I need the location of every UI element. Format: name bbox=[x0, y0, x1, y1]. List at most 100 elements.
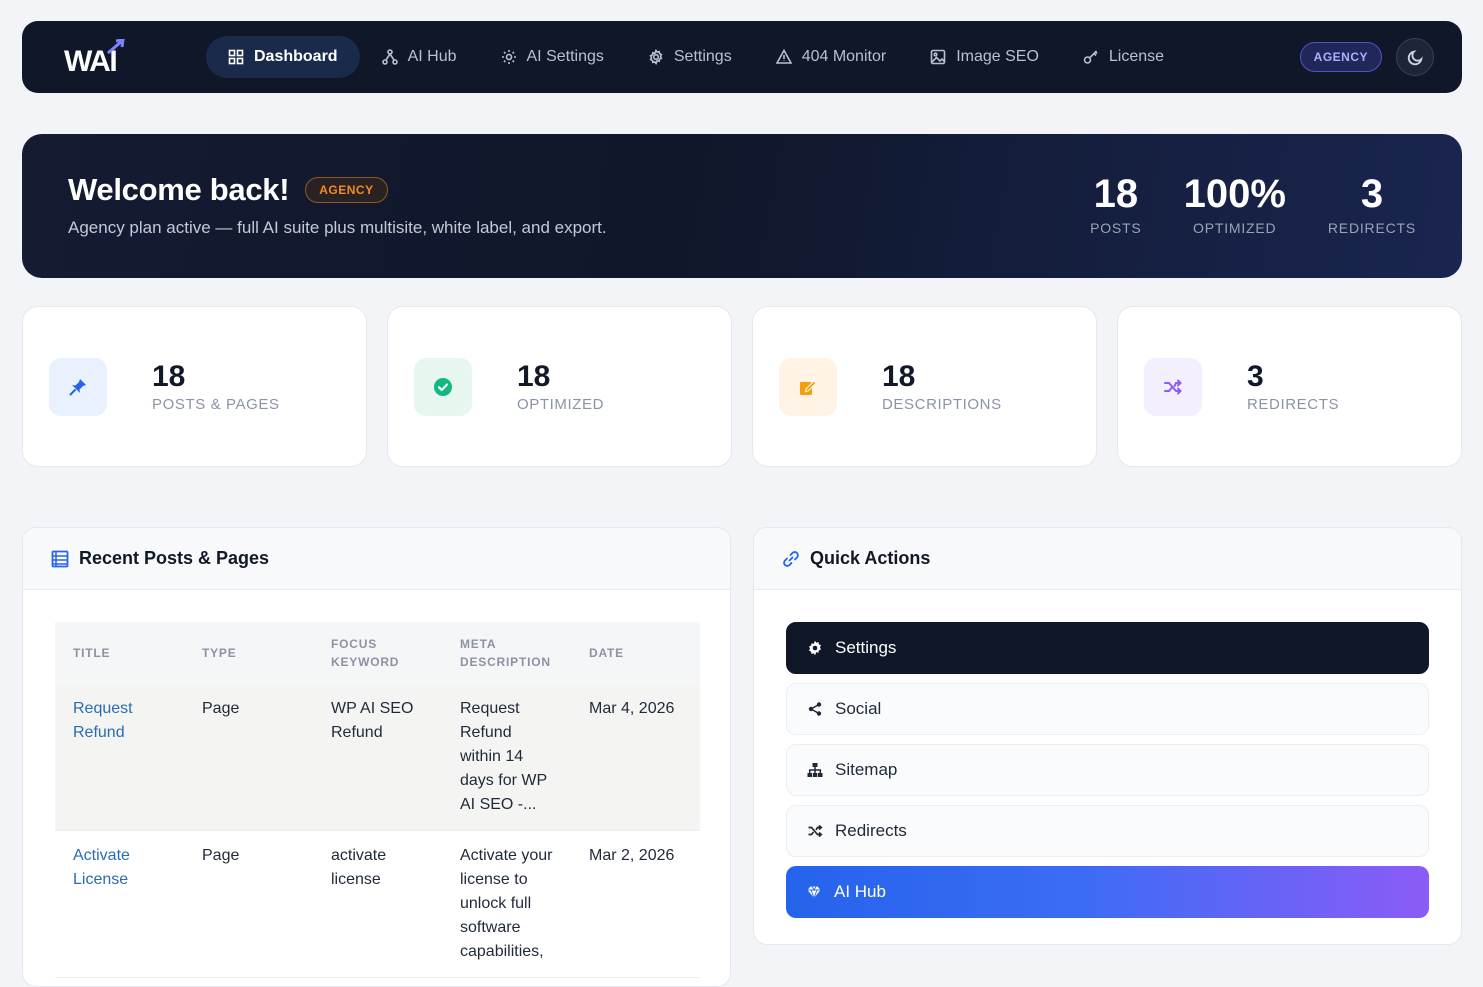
gear-icon bbox=[809, 640, 821, 656]
col-header-title[interactable]: TITLE bbox=[73, 646, 111, 660]
card-body: 18 DESCRIPTIONS bbox=[882, 360, 1002, 413]
nav-item-label: AI Hub bbox=[407, 48, 457, 65]
nav-item-label: Dashboard bbox=[254, 48, 338, 65]
sitemap-icon bbox=[807, 763, 823, 777]
card-body: 3 REDIRECTS bbox=[1247, 360, 1339, 413]
quick-actions-list: Settings Social Sitemap Redirects bbox=[754, 590, 1461, 918]
nav-item-dashboard[interactable]: Dashboard bbox=[206, 36, 360, 78]
nav-right: AGENCY bbox=[1299, 38, 1434, 76]
posts-table-wrap: TITLE TYPE FOCUS KEYWORD META DESCRIPTIO… bbox=[55, 622, 700, 978]
plan-badge: AGENCY bbox=[1299, 42, 1382, 72]
recent-posts-panel: Recent Posts & Pages TITLE TYPE FOCUS KE… bbox=[22, 527, 731, 987]
col-header-type[interactable]: TYPE bbox=[202, 646, 237, 660]
list-icon bbox=[51, 550, 69, 567]
table-row: Request Refund Page WP AI SEO Refund Req… bbox=[55, 684, 700, 831]
svg-text:WAI: WAI bbox=[64, 45, 116, 75]
panel-header: Recent Posts & Pages bbox=[23, 528, 730, 590]
stat-cards: 18 POSTS & PAGES 18 OPTIMIZED 18 DESCRIP… bbox=[22, 306, 1462, 467]
image-icon bbox=[930, 49, 946, 65]
theme-toggle-button[interactable] bbox=[1396, 38, 1434, 76]
cell-type: Page bbox=[184, 684, 313, 831]
quick-action-label: Sitemap bbox=[835, 760, 898, 779]
col-header-focus-keyword[interactable]: FOCUS KEYWORD bbox=[331, 637, 400, 669]
brand-logo[interactable]: WAI bbox=[64, 37, 184, 77]
card-value: 18 bbox=[152, 360, 186, 393]
stat-label: POSTS bbox=[1090, 220, 1142, 236]
grid-icon bbox=[228, 49, 244, 65]
cell-title: Activate License bbox=[55, 830, 184, 978]
nav-item-404-monitor[interactable]: 404 Monitor bbox=[754, 36, 909, 78]
gear-icon bbox=[649, 49, 663, 65]
welcome-title: Welcome back! bbox=[68, 172, 290, 207]
card-value: 3 bbox=[1247, 360, 1264, 393]
welcome-title-row: Welcome back! AGENCY bbox=[68, 172, 1416, 208]
stat-label: REDIRECTS bbox=[1327, 220, 1416, 236]
card-body: 18 POSTS & PAGES bbox=[152, 360, 280, 413]
table-row: Activate License Page activate license A… bbox=[55, 830, 700, 978]
panel-title: Recent Posts & Pages bbox=[79, 548, 270, 568]
quick-action-ai-hub-button[interactable]: AI Hub bbox=[786, 866, 1429, 918]
cell-keyword: WP AI SEO Refund bbox=[313, 684, 442, 831]
cell-meta: Request Refund within 14 days for WP AI … bbox=[442, 684, 571, 831]
warning-icon bbox=[775, 49, 792, 64]
gem-icon bbox=[807, 886, 821, 900]
quick-action-settings-button[interactable]: Settings bbox=[786, 622, 1429, 674]
cell-date: Mar 4, 2026 bbox=[571, 684, 700, 831]
stat-card-optimized: 18 OPTIMIZED bbox=[387, 306, 732, 467]
posts-table: TITLE TYPE FOCUS KEYWORD META DESCRIPTIO… bbox=[55, 622, 700, 978]
nav-item-label: Settings bbox=[673, 48, 732, 65]
welcome-banner: Welcome back! AGENCY Agency plan active … bbox=[22, 134, 1462, 278]
nav-item-ai-settings[interactable]: AI Settings bbox=[479, 36, 626, 78]
shuffle-icon bbox=[808, 824, 823, 838]
cell-title: Request Refund bbox=[55, 684, 184, 831]
panel-header: Quick Actions bbox=[754, 528, 1461, 590]
panel-title: Quick Actions bbox=[810, 548, 931, 568]
hero-stat-posts: 18 POSTS bbox=[1090, 172, 1141, 236]
quick-action-redirects-button[interactable]: Redirects bbox=[786, 805, 1429, 857]
link-icon bbox=[783, 550, 799, 567]
cell-keyword: activate license bbox=[313, 830, 442, 978]
main-nav: Dashboard AI Hub AI Settings Settings 40… bbox=[206, 36, 1186, 78]
stat-value: 18 bbox=[1093, 172, 1139, 216]
welcome-subtitle: Agency plan active — full AI suite plus … bbox=[68, 218, 607, 237]
shuffle-icon bbox=[1164, 379, 1182, 394]
post-title-link[interactable]: Activate License bbox=[73, 847, 130, 888]
cell-date: Mar 2, 2026 bbox=[571, 830, 700, 978]
col-header-meta-description[interactable]: META DESCRIPTION bbox=[460, 637, 551, 669]
quick-action-label: Social bbox=[835, 699, 882, 718]
quick-action-label: Redirects bbox=[835, 821, 907, 840]
hero-stats: 18 POSTS 100% OPTIMIZED 3 REDIRECTS bbox=[1090, 172, 1416, 236]
nav-item-label: 404 Monitor bbox=[801, 48, 887, 65]
cell-meta: Activate your license to unlock full sof… bbox=[442, 830, 571, 978]
logo-mark-icon: WAI bbox=[64, 39, 125, 75]
quick-action-label: AI Hub bbox=[834, 882, 886, 901]
network-icon bbox=[381, 49, 398, 65]
nav-item-settings[interactable]: Settings bbox=[626, 36, 754, 78]
nav-item-license[interactable]: License bbox=[1061, 36, 1186, 78]
stat-value: 100% bbox=[1183, 172, 1286, 216]
nav-item-ai-hub[interactable]: AI Hub bbox=[360, 36, 479, 78]
stat-value: 3 bbox=[1360, 172, 1384, 216]
card-label: POSTS & PAGES bbox=[152, 396, 280, 413]
quick-action-sitemap-button[interactable]: Sitemap bbox=[786, 744, 1429, 796]
card-icon-box bbox=[779, 357, 837, 416]
stat-label: OPTIMIZED bbox=[1193, 220, 1277, 236]
col-header-date[interactable]: DATE bbox=[589, 646, 624, 660]
pin-icon bbox=[69, 378, 86, 395]
cell-type: Page bbox=[184, 830, 313, 978]
card-label: DESCRIPTIONS bbox=[882, 396, 1002, 413]
card-value: 18 bbox=[882, 360, 916, 393]
hero-stat-redirects: 3 REDIRECTS bbox=[1328, 172, 1416, 236]
nav-item-label: License bbox=[1108, 48, 1165, 65]
card-icon-box bbox=[414, 357, 472, 416]
stat-card-descriptions: 18 DESCRIPTIONS bbox=[752, 306, 1097, 467]
post-title-link[interactable]: Request Refund bbox=[73, 700, 133, 741]
quick-action-social-button[interactable]: Social bbox=[786, 683, 1429, 735]
moon-icon bbox=[1407, 49, 1423, 65]
card-label: OPTIMIZED bbox=[517, 396, 605, 413]
plan-badge: AGENCY bbox=[305, 177, 388, 203]
nav-item-label: AI Settings bbox=[526, 48, 604, 65]
stat-card-redirects: 3 REDIRECTS bbox=[1117, 306, 1462, 467]
hero-stat-optimized: 100% OPTIMIZED bbox=[1184, 172, 1286, 236]
nav-item-image-seo[interactable]: Image SEO bbox=[908, 36, 1061, 78]
